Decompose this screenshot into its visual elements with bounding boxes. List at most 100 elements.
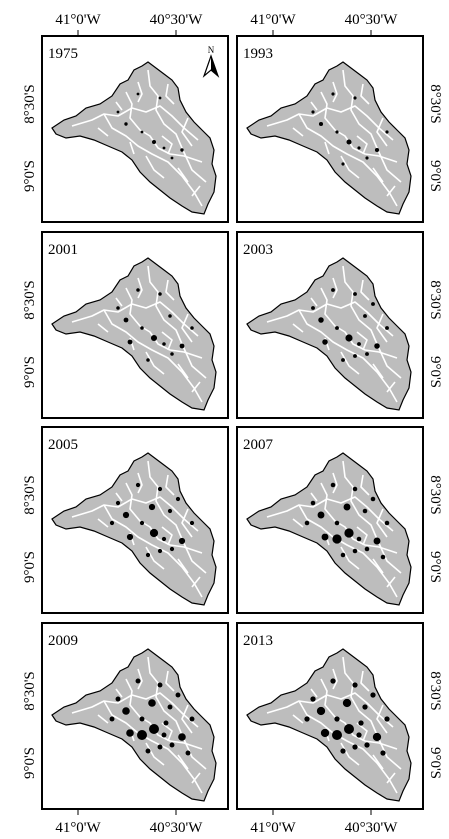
reservoir-dot xyxy=(374,343,380,349)
reservoir-dot xyxy=(353,292,357,296)
reservoir-dot xyxy=(161,732,167,738)
reservoir-dot xyxy=(341,162,345,166)
reservoir-dot xyxy=(330,482,336,488)
reservoir-dot xyxy=(169,742,175,748)
reservoir-dot xyxy=(127,339,133,345)
latitude-label: 9°0'S xyxy=(427,551,443,583)
reservoir-dot xyxy=(126,729,134,737)
reservoir-dot xyxy=(356,732,362,738)
reservoir-dot xyxy=(334,716,340,722)
latitude-label: 8°30'S xyxy=(427,475,443,515)
reservoir-dot xyxy=(162,342,166,346)
reservoir-dot xyxy=(115,500,121,506)
reservoir-dot xyxy=(332,730,342,740)
reservoir-dot xyxy=(116,306,120,310)
reservoir-dot xyxy=(373,537,381,545)
latitude-label: 9°0'S xyxy=(427,160,443,192)
longitude-label: 41°0'W xyxy=(250,12,296,28)
reservoir-dot xyxy=(157,744,163,750)
reservoir-dot xyxy=(137,730,147,740)
reservoir-dot xyxy=(150,334,158,342)
latitude-label: 8°30'S xyxy=(22,84,38,124)
reservoir-dot xyxy=(139,716,145,722)
reservoir-dot xyxy=(170,352,174,356)
reservoir-dot xyxy=(310,696,316,702)
reservoir-dot xyxy=(311,306,315,310)
north-arrow-fill xyxy=(211,56,218,76)
reservoir-dot xyxy=(124,122,128,126)
longitude-label: 41°0'W xyxy=(250,820,296,836)
reservoir-dot xyxy=(162,146,166,150)
reservoir-dot xyxy=(148,699,156,707)
reservoir-dot xyxy=(167,704,173,710)
reservoir-dot xyxy=(344,724,354,734)
reservoir-dot xyxy=(380,554,386,560)
reservoir-dot xyxy=(352,548,358,554)
longitude-label: 40°30'W xyxy=(150,820,204,836)
reservoir-dot xyxy=(163,720,169,726)
reservoir-dot xyxy=(175,496,181,502)
longitude-label: 40°30'W xyxy=(345,820,399,836)
reservoir-dot xyxy=(146,358,150,362)
reservoir-dot xyxy=(148,503,156,511)
reservoir-dot xyxy=(139,520,145,526)
reservoir-dot xyxy=(136,92,140,96)
reservoir-dot xyxy=(352,744,358,750)
reservoir-dot xyxy=(370,496,376,502)
longitude-label: 41°0'W xyxy=(55,12,101,28)
reservoir-dot xyxy=(145,552,151,558)
reservoir-dot xyxy=(370,692,376,698)
reservoir-dot xyxy=(331,92,335,96)
north-label: N xyxy=(208,45,215,55)
reservoir-dot xyxy=(335,130,339,134)
map-panel: 2005 xyxy=(41,426,229,614)
reservoir-dot xyxy=(149,528,159,538)
reservoir-dot xyxy=(157,486,163,492)
reservoir-dot xyxy=(167,508,173,514)
reservoir-dot xyxy=(158,292,162,296)
longitude-label: 40°30'W xyxy=(345,12,399,28)
reservoir-dot xyxy=(170,156,174,160)
panel-year: 2003 xyxy=(243,242,273,258)
reservoir-dot xyxy=(178,733,186,741)
reservoir-dot xyxy=(346,139,352,145)
reservoir-dot xyxy=(385,326,389,330)
reservoir-dot xyxy=(362,508,368,514)
panel-year: 2005 xyxy=(48,437,78,453)
reservoir-dot xyxy=(340,552,346,558)
panel-year: 1975 xyxy=(48,46,78,62)
reservoir-dot xyxy=(356,536,362,542)
reservoir-dot xyxy=(157,548,163,554)
reservoir-dot xyxy=(136,288,140,292)
map-panel: 2007 xyxy=(236,426,424,614)
reservoir-dot xyxy=(358,720,364,726)
reservoir-dot xyxy=(157,682,163,688)
reservoir-dot xyxy=(135,678,141,684)
latitude-label: 8°30'S xyxy=(22,280,38,320)
reservoir-dot xyxy=(311,110,315,114)
reservoir-dot xyxy=(322,339,328,345)
reservoir-dot xyxy=(316,706,326,716)
reservoir-dot xyxy=(374,147,380,153)
reservoir-dot xyxy=(109,520,115,526)
latitude-label: 9°0'S xyxy=(427,747,443,779)
map-panel: 1993 xyxy=(236,35,424,223)
reservoir-dot xyxy=(109,716,115,722)
reservoir-dot xyxy=(385,130,389,134)
reservoir-dot xyxy=(365,352,369,356)
reservoir-dot xyxy=(304,716,310,722)
reservoir-dot xyxy=(161,536,167,542)
reservoir-dot xyxy=(304,520,310,526)
reservoir-dot xyxy=(149,724,159,734)
reservoir-dot xyxy=(189,520,195,526)
latitude-label: 9°0'S xyxy=(22,356,38,388)
reservoir-dot xyxy=(357,342,361,346)
reservoir-dot xyxy=(365,156,369,160)
reservoir-dot xyxy=(317,511,325,519)
map-panel: 1975 N xyxy=(41,35,229,223)
reservoir-dot xyxy=(310,500,316,506)
reservoir-dot xyxy=(353,96,357,100)
reservoir-dot xyxy=(178,537,186,545)
reservoir-dot xyxy=(372,732,382,742)
reservoir-dot xyxy=(140,326,144,330)
